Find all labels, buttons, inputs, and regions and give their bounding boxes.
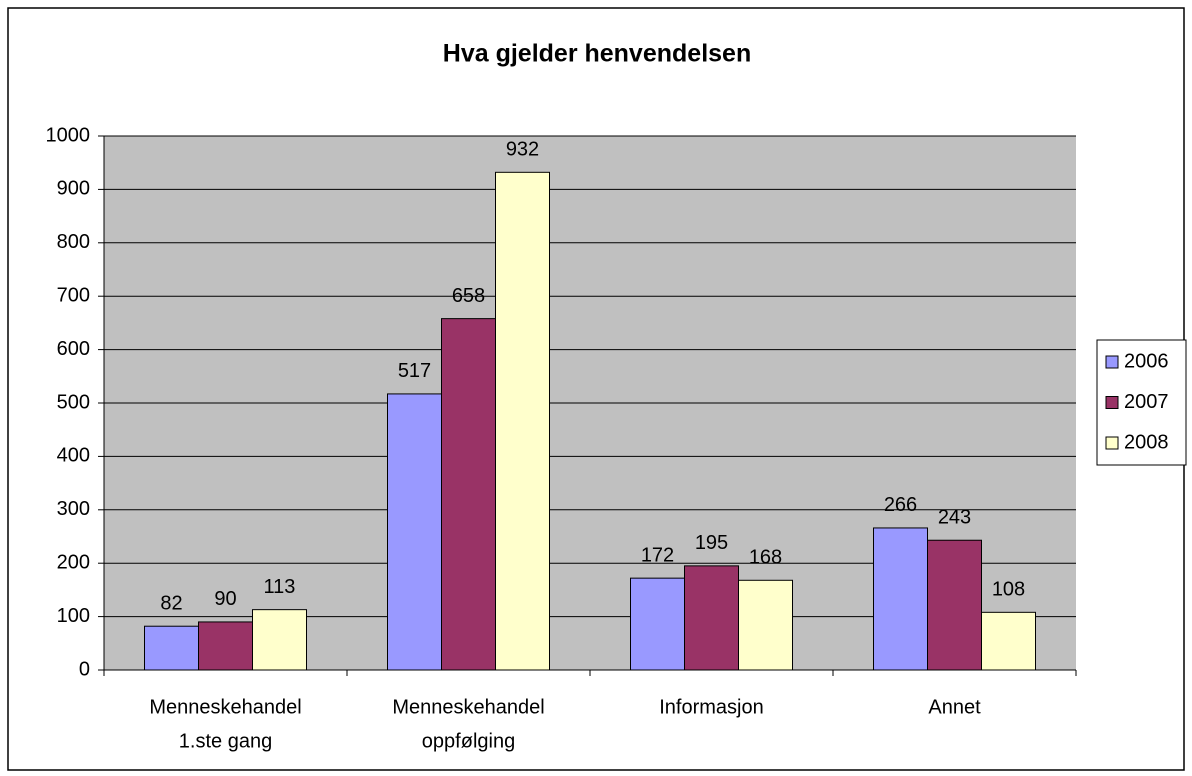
data-label: 932 [506, 139, 539, 161]
y-tick-label: 400 [57, 445, 90, 467]
data-label: 108 [992, 579, 1025, 601]
y-tick-label: 100 [57, 605, 90, 627]
bar [684, 565, 739, 671]
chart-title: Hva gjelder henvendelsen [443, 40, 751, 68]
x-tick-label: Menneskehandel [149, 696, 301, 718]
legend-label: 2008 [1124, 431, 1169, 453]
x-tick-label: 1.ste gang [179, 730, 272, 752]
data-label: 195 [695, 532, 728, 554]
y-tick-label: 500 [57, 391, 90, 413]
bar [252, 609, 307, 671]
data-label: 172 [641, 544, 674, 566]
y-tick-label: 900 [57, 178, 90, 200]
bar [441, 318, 496, 671]
y-tick-label: 1000 [46, 124, 91, 146]
data-label: 243 [938, 507, 971, 529]
legend-swatch [1105, 436, 1119, 450]
y-tick-label: 600 [57, 338, 90, 360]
data-label: 82 [160, 592, 182, 614]
y-tick-label: 300 [57, 498, 90, 520]
legend-swatch [1105, 355, 1119, 369]
y-tick-label: 200 [57, 551, 90, 573]
x-tick-label: Informasjon [659, 696, 764, 718]
bar [144, 625, 199, 671]
y-tick-label: 700 [57, 284, 90, 306]
data-label: 90 [214, 588, 236, 610]
data-label: 113 [264, 576, 296, 598]
bar [927, 539, 982, 671]
bar [981, 611, 1036, 671]
x-tick-label: Menneskehandel [392, 696, 544, 718]
data-label: 658 [452, 285, 485, 307]
legend-label: 2007 [1124, 391, 1169, 413]
data-label: 266 [884, 494, 917, 516]
data-label: 168 [749, 547, 782, 569]
y-tick-label: 800 [57, 231, 90, 253]
x-tick-label: oppfølging [422, 730, 515, 752]
legend-label: 2006 [1124, 350, 1169, 372]
y-tick-label: 0 [79, 658, 90, 680]
bar [630, 577, 685, 671]
x-tick-label: Annet [928, 696, 981, 718]
bar [738, 579, 793, 671]
legend-swatch [1105, 396, 1119, 409]
bar [387, 393, 442, 671]
bar [495, 171, 550, 671]
bar [198, 621, 253, 671]
bar [873, 527, 928, 671]
data-label: 517 [398, 360, 431, 382]
